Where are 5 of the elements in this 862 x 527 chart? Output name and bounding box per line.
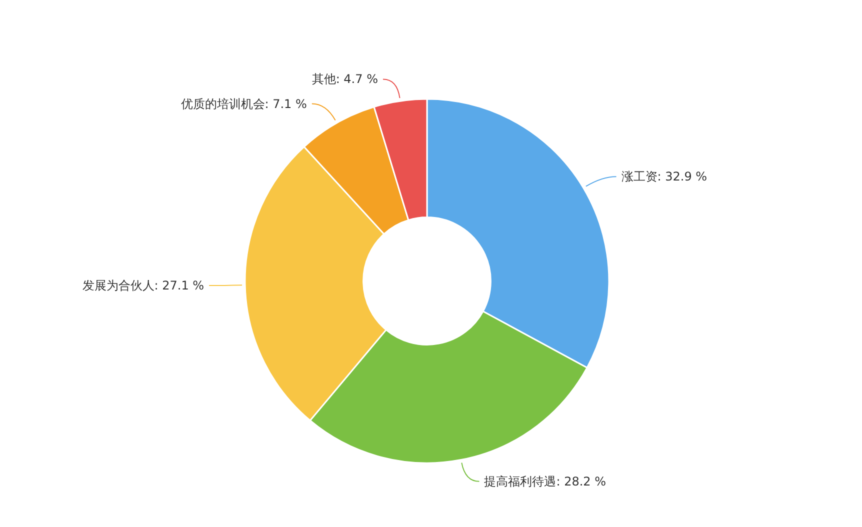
slice-label: 优质的培训机会: 7.1 %	[180, 96, 307, 111]
slice-label: 其他: 4.7 %	[312, 72, 378, 86]
slice-label: 涨工资: 32.9 %	[621, 170, 708, 184]
slice-label: 发展为合伙人: 27.1 %	[82, 278, 204, 292]
slice-label: 提高福利待遇: 28.2 %	[484, 474, 606, 488]
